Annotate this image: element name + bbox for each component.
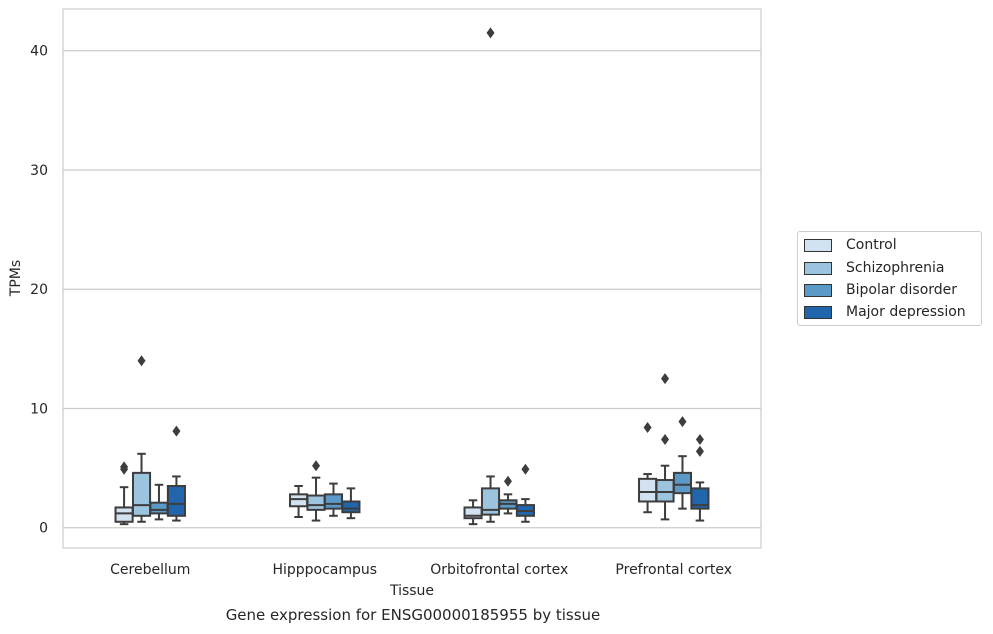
box	[323, 493, 344, 510]
box	[655, 479, 675, 503]
y-tick-label: 40	[30, 44, 48, 60]
y-tick-label: 10	[30, 401, 48, 417]
outlier-marker	[678, 416, 687, 428]
x-axis-ticks: Cerebellum Hipppocampus Orbitofrontal cort…	[110, 562, 732, 578]
legend-swatch-major-depression	[804, 305, 832, 319]
x-axis-label: Tissue	[389, 583, 434, 599]
outlier-marker	[695, 433, 704, 445]
chart-caption: Gene expression for ENSG00000185955 by t…	[225, 606, 601, 624]
box-group	[690, 433, 710, 522]
box	[341, 500, 361, 514]
x-tick-label: Orbitofrontal cortex	[430, 562, 568, 578]
plot-area	[62, 8, 762, 549]
y-tick-label: 0	[39, 521, 48, 537]
outlier-marker	[695, 445, 704, 457]
box-group	[655, 373, 675, 521]
legend-item-control: Control	[804, 234, 897, 256]
legend-label-schizophrenia: Schizophrenia	[846, 260, 945, 276]
x-tick-label: Cerebellum	[110, 562, 190, 578]
outlier-marker	[312, 460, 321, 472]
legend-label-major-depression: Major depression	[846, 304, 966, 320]
box-group	[341, 487, 361, 520]
box-group	[166, 425, 186, 522]
box-group	[323, 482, 344, 517]
box-group	[638, 422, 658, 514]
y-tick-label: 30	[30, 163, 48, 179]
x-tick-label: Prefrontal cortex	[615, 562, 732, 578]
y-tick-label: 20	[30, 282, 48, 298]
box	[672, 471, 693, 495]
box	[166, 484, 186, 517]
outlier-marker	[643, 422, 652, 434]
outlier-marker	[503, 475, 512, 487]
box	[149, 501, 169, 515]
legend-label-bipolar-disorder: Bipolar disorder	[846, 282, 958, 298]
outlier-marker	[137, 355, 146, 367]
outlier-marker	[172, 425, 181, 437]
legend: Control Schizophrenia Bipolar disorder M…	[797, 231, 982, 326]
legend-label-control: Control	[846, 237, 897, 253]
box-group	[498, 475, 518, 515]
box-group	[480, 27, 501, 523]
box	[289, 493, 309, 508]
box	[306, 494, 326, 511]
legend-item-major-depression: Major depression	[804, 301, 966, 323]
box	[638, 477, 658, 503]
box	[131, 471, 152, 517]
box-group	[515, 463, 535, 523]
x-tick-label: Hipppocampus	[272, 562, 377, 578]
box-group	[131, 355, 152, 523]
outlier-marker	[521, 463, 530, 475]
y-axis-ticks: 0 10 20 30 40	[30, 44, 48, 537]
boxes	[114, 27, 710, 526]
box	[690, 487, 710, 510]
legend-swatch-control	[804, 238, 832, 252]
outlier-marker	[661, 433, 670, 445]
legend-item-schizophrenia: Schizophrenia	[804, 257, 944, 279]
outlier-marker	[486, 27, 495, 39]
outlier-marker	[120, 463, 129, 475]
legend-item-bipolar-disorder: Bipolar disorder	[804, 279, 957, 301]
box-group	[306, 460, 326, 522]
gridlines	[63, 50, 761, 529]
legend-swatch-bipolar-disorder	[804, 283, 832, 297]
legend-swatch-schizophrenia	[804, 261, 832, 275]
outlier-marker	[661, 373, 670, 385]
box	[114, 506, 134, 523]
box-group	[114, 461, 134, 526]
y-axis-label: TPMs	[8, 260, 24, 297]
box-group	[672, 416, 693, 510]
